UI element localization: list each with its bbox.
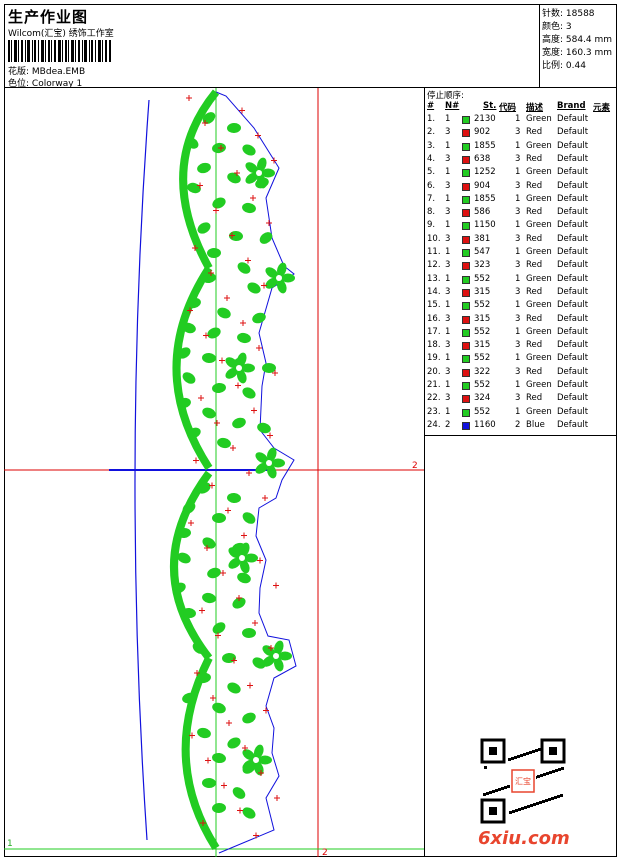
color-swatch [462, 275, 470, 284]
table-row: 6. 3 904 3 Red Default [427, 180, 589, 191]
stop-sequence-table: 停止顺序: # N# St. 代码 描述 Brand 元素 1. 1 2130 1 Gr… [425, 88, 617, 436]
scallop-borders [170, 89, 220, 851]
color-swatch [462, 209, 470, 218]
table-row: 12. 3 323 3 Red Default [427, 260, 589, 271]
table-row: 24. 2 1160 2 Blue Default [427, 419, 589, 430]
color-swatch [462, 129, 470, 138]
design-preview: 2 2 1 [4, 88, 425, 857]
table-header: # N# St. 代码 描述 Brand 元素 [427, 101, 611, 113]
table-row: 13. 1 552 1 Green Default [427, 273, 589, 284]
color-count: 颜色: 3 [542, 22, 572, 32]
table-row: 20. 3 322 3 Red Default [427, 366, 589, 377]
color-swatch [462, 155, 470, 164]
color-swatch [462, 368, 470, 377]
color-swatch [462, 302, 470, 311]
guide-label-right: 2 [412, 461, 418, 471]
table-row: 4. 3 638 3 Red Default [427, 153, 589, 164]
color-swatch [462, 328, 470, 337]
color-swatch [462, 395, 470, 404]
red-tack-stitches [186, 95, 280, 839]
table-row: 3. 1 1855 1 Green Default [427, 140, 589, 151]
table-row: 14. 3 315 3 Red Default [427, 286, 589, 297]
stop-sequence-title: 停止顺序: [427, 91, 464, 101]
table-row: 17. 1 552 1 Green Default [427, 326, 589, 337]
color-swatch [462, 315, 470, 324]
embroidery-design-svg: 2 2 1 [4, 88, 424, 857]
color-swatch [462, 169, 470, 178]
color-swatch [462, 288, 470, 297]
color-swatch [462, 222, 470, 231]
table-row: 23. 1 552 1 Green Default [427, 406, 589, 417]
table-row: 8. 3 586 3 Red Default [427, 207, 589, 218]
barcode [8, 40, 111, 62]
company-name: Wilcom(汇宝) 绣饰工作室 [8, 29, 114, 39]
table-row: 2. 3 902 3 Red Default [427, 127, 589, 138]
page-title: 生产作业图 [8, 8, 89, 26]
table-row: 15. 1 552 1 Green Default [427, 300, 589, 311]
guide-label-left: 1 [7, 839, 13, 849]
design-name: 花版: MBdea.EMB [8, 67, 86, 77]
left-blue-curve [134, 99, 150, 841]
design-scale: 比例: 0.44 [542, 61, 586, 71]
watermark-logo: 6xiu.com [478, 828, 570, 849]
stats-panel: 针数: 18588 颜色: 3 高度: 584.4 mm 宽度: 160.3 m… [540, 4, 617, 88]
color-swatch [462, 355, 470, 364]
table-row: 5. 1 1252 1 Green Default [427, 167, 589, 178]
color-swatch [462, 262, 470, 271]
color-swatch [462, 421, 470, 430]
color-swatch [462, 249, 470, 257]
table-row: 11. 1 547 1 Green Default [427, 247, 589, 257]
table-row: 7. 1 1855 1 Green Default [427, 193, 589, 204]
color-swatch [462, 382, 470, 390]
design-width: 宽度: 160.3 mm [542, 48, 613, 58]
color-swatch [462, 342, 470, 351]
table-row: 22. 3 324 3 Red Default [427, 393, 589, 404]
seal-text: 汇宝 [515, 776, 531, 786]
color-swatch [462, 408, 470, 417]
production-sheet [4, 4, 617, 857]
color-swatch [462, 142, 470, 151]
table-row: 21. 1 552 1 Green Default [427, 380, 589, 390]
guide-label-bottom: 2 [322, 848, 328, 857]
table-row: 10. 3 381 3 Red Default [427, 233, 589, 244]
color-swatch [462, 182, 470, 191]
header-panel: 生产作业图 Wilcom(汇宝) 绣饰工作室 花版: MBdea.EMB 色位:… [4, 4, 540, 89]
table-row: 9. 1 1150 1 Green Default [427, 220, 589, 231]
color-swatch [462, 195, 470, 204]
colorway-name: 色位: Colorway 1 [8, 79, 83, 89]
table-row: 16. 3 315 3 Red Default [427, 313, 589, 324]
design-outline [215, 91, 297, 854]
stitch-count: 针数: 18588 [542, 9, 595, 19]
qr-code: 汇宝 [480, 738, 566, 824]
leaf-motifs [172, 112, 276, 819]
table-row: 19. 1 552 1 Green Default [427, 353, 589, 364]
table-row: 18. 3 315 3 Red Default [427, 340, 589, 351]
table-row: 1. 1 2130 1 Green Default [427, 114, 589, 124]
color-swatch [462, 235, 470, 244]
flower-motifs [225, 157, 295, 776]
design-height: 高度: 584.4 mm [542, 35, 613, 45]
color-swatch [462, 116, 470, 124]
